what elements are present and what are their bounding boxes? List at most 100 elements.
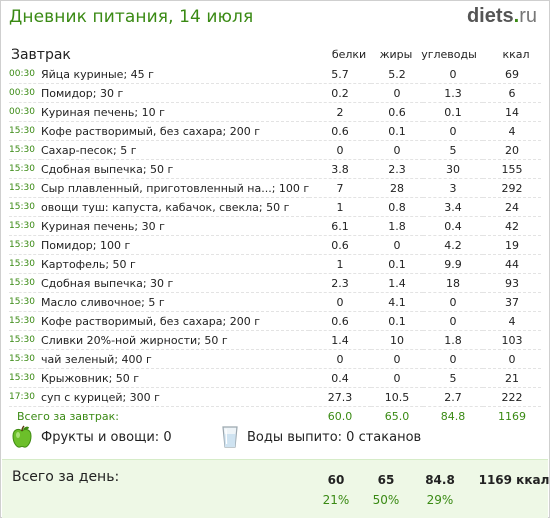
item-protein: 0.6 — [331, 124, 349, 138]
item-time: 15:30 — [9, 202, 35, 212]
item-fat: 1.8 — [388, 219, 406, 233]
item-protein: 0 — [336, 143, 344, 157]
item-protein: 0.4 — [331, 371, 349, 385]
day-total-carbs: 84.8 — [425, 473, 455, 487]
meal-item-row[interactable]: 00:30 Помидор; 30 г 0.2 0 1.3 6 — [9, 84, 541, 103]
item-kcal: 222 — [501, 390, 523, 404]
item-protein: 6.1 — [331, 219, 349, 233]
meal-item-row[interactable]: 00:30 Куриная печень; 10 г 2 0.6 0.1 14 — [9, 103, 541, 122]
fruits-veg-count: Фрукты и овощи: 0 — [41, 430, 172, 445]
item-carbs: 0 — [449, 67, 457, 81]
item-fat: 0 — [393, 238, 401, 252]
meal-item-row[interactable]: 15:30 Сдобная выпечка; 30 г 2.3 1.4 18 93 — [9, 274, 541, 293]
item-time: 15:30 — [9, 354, 35, 364]
item-name: овощи туш: капуста, кабачок, свекла; 50 … — [41, 200, 290, 214]
item-fat: 0 — [393, 86, 401, 100]
item-protein: 5.7 — [331, 67, 349, 81]
day-total-kcal: 1169 ккал — [478, 473, 550, 487]
item-time: 15:30 — [9, 373, 35, 383]
item-protein: 0 — [336, 295, 344, 309]
meal-item-row[interactable]: 15:30 Картофель; 50 г 1 0.1 9.9 44 — [9, 255, 541, 274]
meal-item-row[interactable]: 15:30 Сыр плавленный, приготовленный на..… — [9, 179, 541, 198]
day-total-protein: 60 — [327, 473, 345, 487]
page-title: Дневник питания, 14 июля — [9, 7, 254, 27]
item-name: Масло сливочное; 5 г — [41, 295, 165, 309]
logo-name: diets — [466, 5, 514, 27]
item-protein: 1.4 — [331, 333, 349, 347]
item-fat: 0.6 — [388, 105, 406, 119]
item-time: 17:30 — [9, 392, 35, 402]
meal-title: Завтрак — [11, 47, 71, 63]
meal-item-row[interactable]: 15:30 Сливки 20%-ной жирности; 50 г 1.4 10 1… — [9, 331, 541, 350]
day-total-label: Всего за день: — [12, 469, 120, 485]
meal-header: Завтрак белки жиры углеводы ккал — [9, 47, 541, 65]
item-name: чай зеленый; 400 г — [41, 352, 152, 366]
item-time: 15:30 — [9, 221, 35, 231]
item-carbs: 1.8 — [444, 333, 462, 347]
item-carbs: 1.3 — [444, 86, 462, 100]
item-name: Сахар-песок; 5 г — [41, 143, 137, 157]
item-carbs: 9.9 — [444, 257, 462, 271]
item-kcal: 292 — [501, 181, 523, 195]
meal-item-row[interactable]: 15:30 Масло сливочное; 5 г 0 4.1 0 37 — [9, 293, 541, 312]
item-fat: 4.1 — [388, 295, 406, 309]
item-fat: 0.1 — [388, 124, 406, 138]
meal-total-row: Всего за завтрак: 60.0 65.0 84.8 1169 — [9, 407, 541, 426]
item-name: суп с курицей; 300 г — [41, 390, 160, 404]
day-pct-protein: 21% — [322, 493, 350, 507]
item-time: 15:30 — [9, 259, 35, 269]
item-kcal: 69 — [505, 67, 519, 81]
logo-tld: ru — [519, 5, 537, 27]
item-kcal: 21 — [505, 371, 519, 385]
column-header-kcal: ккал — [502, 48, 530, 61]
item-name: Куриная печень; 10 г — [41, 105, 165, 119]
item-time: 15:30 — [9, 335, 35, 345]
meal-item-row[interactable]: 15:30 Куриная печень; 30 г 6.1 1.8 0.4 42 — [9, 217, 541, 236]
item-kcal: 19 — [505, 238, 519, 252]
meal-total-protein: 60.0 — [327, 409, 353, 423]
item-time: 15:30 — [9, 240, 35, 250]
item-fat: 0 — [393, 371, 401, 385]
item-kcal: 4 — [508, 314, 516, 328]
meal-item-row[interactable]: 00:30 Яйца куриные; 45 г 5.7 5.2 0 69 — [9, 65, 541, 84]
item-time: 00:30 — [9, 69, 35, 79]
meal-total-kcal: 1169 — [498, 409, 526, 423]
water-glass-icon[interactable] — [221, 425, 239, 449]
item-protein: 1 — [336, 257, 344, 271]
meal-item-row[interactable]: 15:30 овощи туш: капуста, кабачок, свекла… — [9, 198, 541, 217]
item-name: Яйца куриные; 45 г — [41, 67, 154, 81]
green-apple-icon[interactable] — [11, 425, 33, 449]
day-total-fat: 65 — [377, 473, 395, 487]
item-time: 15:30 — [9, 278, 35, 288]
meal-item-row[interactable]: 17:30 суп с курицей; 300 г 27.3 10.5 2.7 222 — [9, 388, 541, 407]
item-name: Куриная печень; 30 г — [41, 219, 165, 233]
item-time: 15:30 — [9, 183, 35, 193]
item-time: 15:30 — [9, 126, 35, 136]
meal-item-row[interactable]: 15:30 Крыжовник; 50 г 0.4 0 5 21 — [9, 369, 541, 388]
meal-item-row[interactable]: 15:30 Помидор; 100 г 0.6 0 4.2 19 — [9, 236, 541, 255]
item-fat: 0 — [393, 352, 401, 366]
item-name: Помидор; 30 г — [41, 86, 124, 100]
meal-item-row[interactable]: 15:30 чай зеленый; 400 г 0 0 0 0 — [9, 350, 541, 369]
item-fat: 0.8 — [388, 200, 406, 214]
item-time: 15:30 — [9, 164, 35, 174]
meal-total-label: Всего за завтрак: — [17, 409, 120, 423]
day-total-box: Всего за день: 60 65 84.8 1169 ккал 21% … — [2, 459, 550, 518]
meal-item-row[interactable]: 15:30 Сдобная выпечка; 50 г 3.8 2.3 30 155 — [9, 160, 541, 179]
meal-item-row[interactable]: 15:30 Сахар-песок; 5 г 0 0 5 20 — [9, 141, 541, 160]
water-drunk-count: Воды выпито: 0 стаканов — [247, 430, 422, 445]
meal-item-row[interactable]: 15:30 Кофе растворимый, без сахара; 200 г… — [9, 122, 541, 141]
item-fat: 5.2 — [388, 67, 406, 81]
item-carbs: 0.1 — [444, 105, 462, 119]
item-kcal: 103 — [501, 333, 523, 347]
item-carbs: 3 — [449, 181, 457, 195]
site-logo[interactable]: diets.ru — [467, 5, 537, 28]
meal-total-fat: 65.0 — [384, 409, 410, 423]
column-header-fat: жиры — [379, 48, 413, 61]
meal-item-row[interactable]: 15:30 Кофе растворимый, без сахара; 200 г… — [9, 312, 541, 331]
item-carbs: 2.7 — [444, 390, 462, 404]
item-fat: 28 — [390, 181, 404, 195]
item-fat: 2.3 — [388, 162, 406, 176]
item-protein: 0 — [336, 352, 344, 366]
